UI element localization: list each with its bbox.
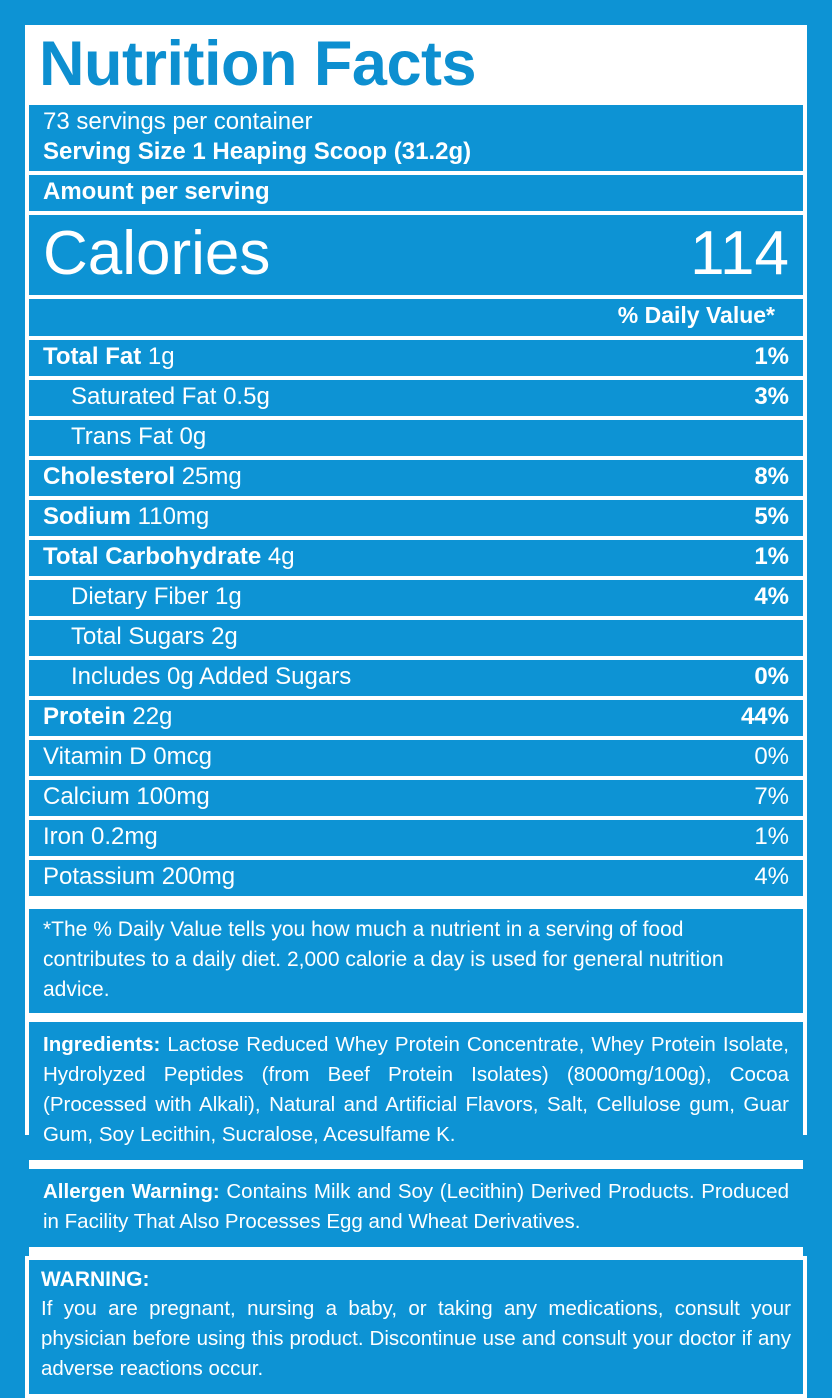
servings-per-container: 73 servings per container (43, 108, 313, 135)
warning-title: WARNING: (41, 1268, 150, 1291)
nutrient-label: Protein 22g (43, 702, 172, 732)
page-title: Nutrition Facts (39, 29, 477, 99)
nutrient-row: Total Fat 1g 1% (29, 340, 803, 376)
nutrient-name: Includes 0g Added Sugars (71, 663, 352, 690)
nutrient-name: Total Carbohydrate (43, 543, 262, 570)
micronutrient-percent: 7% (754, 783, 789, 810)
micronutrient-name: Potassium 200mg (43, 863, 236, 890)
nutrient-row: Saturated Fat 0.5g 3% (29, 380, 803, 416)
micronutrient-percent: 1% (754, 823, 789, 850)
micronutrient-rows: Vitamin D 0mcg 0% Calcium 100mg 7% Iron 0.2m… (29, 740, 803, 896)
micronutrient-label: Vitamin D 0mcg (43, 742, 212, 772)
nutrient-name: Total Fat (43, 343, 142, 370)
nutrient-percent: 1% (754, 343, 789, 370)
spacer (29, 1160, 803, 1169)
nutrient-amount: 25mg (181, 463, 242, 490)
calories-row: Calories 114 (29, 215, 803, 295)
ingredients-block: Ingredients: Lactose Reduced Whey Protei… (29, 1022, 803, 1160)
nutrient-row: Total Sugars 2g (29, 620, 803, 656)
nutrient-row: Cholesterol 25mg 8% (29, 460, 803, 496)
allergen-warning-block: Allergen Warning: Contains Milk and Soy … (29, 1169, 803, 1247)
calories-value: 114 (690, 219, 789, 288)
nutrient-amount: 22g (132, 703, 173, 730)
warning-box: WARNING: If you are pregnant, nursing a … (25, 1256, 807, 1398)
nutrient-percent: 4% (754, 583, 789, 610)
micronutrient-label: Potassium 200mg (43, 862, 235, 892)
nutrient-label: Trans Fat 0g (43, 422, 206, 452)
micronutrient-row: Iron 0.2mg 1% (29, 820, 803, 856)
nutrient-name: Trans Fat 0g (71, 423, 207, 450)
nutrient-label: Sodium 110mg (43, 502, 209, 532)
spacer (29, 1247, 803, 1256)
micronutrient-name: Vitamin D 0mcg (43, 743, 212, 770)
spacer (29, 900, 803, 909)
nutrient-row: Dietary Fiber 1g 4% (29, 580, 803, 616)
nutrient-row: Sodium 110mg 5% (29, 500, 803, 536)
micronutrient-row: Potassium 200mg 4% (29, 860, 803, 896)
nutrient-name: Cholesterol (43, 463, 176, 490)
amount-per-serving-label: Amount per serving (43, 178, 270, 205)
nutrient-name: Protein (43, 703, 126, 730)
warning-text: If you are pregnant, nursing a baby, or … (41, 1297, 791, 1380)
nutrition-facts-panel: Nutrition Facts 73 servings per containe… (25, 25, 807, 1398)
nutrient-label: Saturated Fat 0.5g (43, 382, 270, 412)
nutrient-amount: 110mg (137, 503, 210, 530)
nutrient-percent: 0% (754, 663, 789, 690)
nutrient-row: Trans Fat 0g (29, 420, 803, 456)
nutrient-percent: 3% (754, 383, 789, 410)
allergen-warning-label: Allergen Warning: (43, 1180, 220, 1203)
micronutrient-row: Calcium 100mg 7% (29, 780, 803, 816)
micronutrient-percent: 4% (754, 863, 789, 890)
nutrient-rows: Total Fat 1g 1% Saturated Fat 0.5g 3% Trans … (29, 340, 803, 736)
nutrient-row: Includes 0g Added Sugars 0% (29, 660, 803, 696)
ingredients-text: Lactose Reduced Whey Protein Concentrate… (43, 1033, 789, 1146)
micronutrient-name: Calcium 100mg (43, 783, 210, 810)
nutrient-name: Total Sugars 2g (71, 623, 238, 650)
ingredients-label: Ingredients: (43, 1033, 161, 1056)
calories-label: Calories (43, 219, 271, 288)
nutrient-name: Saturated Fat 0.5g (71, 383, 270, 410)
title-band: Nutrition Facts (25, 25, 807, 105)
serving-size: Serving Size 1 Heaping Scoop (31.2g) (43, 138, 472, 165)
nutrient-label: Total Fat 1g (43, 342, 175, 372)
nutrient-row: Total Carbohydrate 4g 1% (29, 540, 803, 576)
micronutrient-name: Iron 0.2mg (43, 823, 158, 850)
nutrient-label: Total Carbohydrate 4g (43, 542, 295, 572)
nutrient-label: Cholesterol 25mg (43, 462, 242, 492)
spacer (29, 1013, 803, 1022)
nutrient-name: Dietary Fiber 1g (71, 583, 242, 610)
nutrient-percent: 5% (754, 503, 789, 530)
nutrient-amount: 4g (267, 543, 295, 570)
amount-per-serving-row: Amount per serving (29, 175, 803, 211)
nutrient-row: Protein 22g 44% (29, 700, 803, 736)
nutrient-percent: 1% (754, 543, 789, 570)
daily-value-header-row: % Daily Value* (29, 299, 803, 336)
nutrient-label: Dietary Fiber 1g (43, 582, 242, 612)
daily-value-footnote: *The % Daily Value tells you how much a … (29, 909, 803, 1013)
nutrient-percent: 8% (754, 463, 789, 490)
micronutrient-label: Calcium 100mg (43, 782, 210, 812)
daily-value-header: % Daily Value* (617, 302, 775, 328)
nutrient-label: Total Sugars 2g (43, 622, 238, 652)
nutrient-label: Includes 0g Added Sugars (43, 662, 351, 692)
micronutrient-label: Iron 0.2mg (43, 822, 158, 852)
micronutrient-percent: 0% (754, 743, 789, 770)
nutrient-amount: 1g (147, 343, 175, 370)
micronutrient-row: Vitamin D 0mcg 0% (29, 740, 803, 776)
servings-block: 73 servings per container Serving Size 1… (29, 105, 803, 171)
nutrient-name: Sodium (43, 503, 131, 530)
nutrient-percent: 44% (740, 703, 789, 730)
